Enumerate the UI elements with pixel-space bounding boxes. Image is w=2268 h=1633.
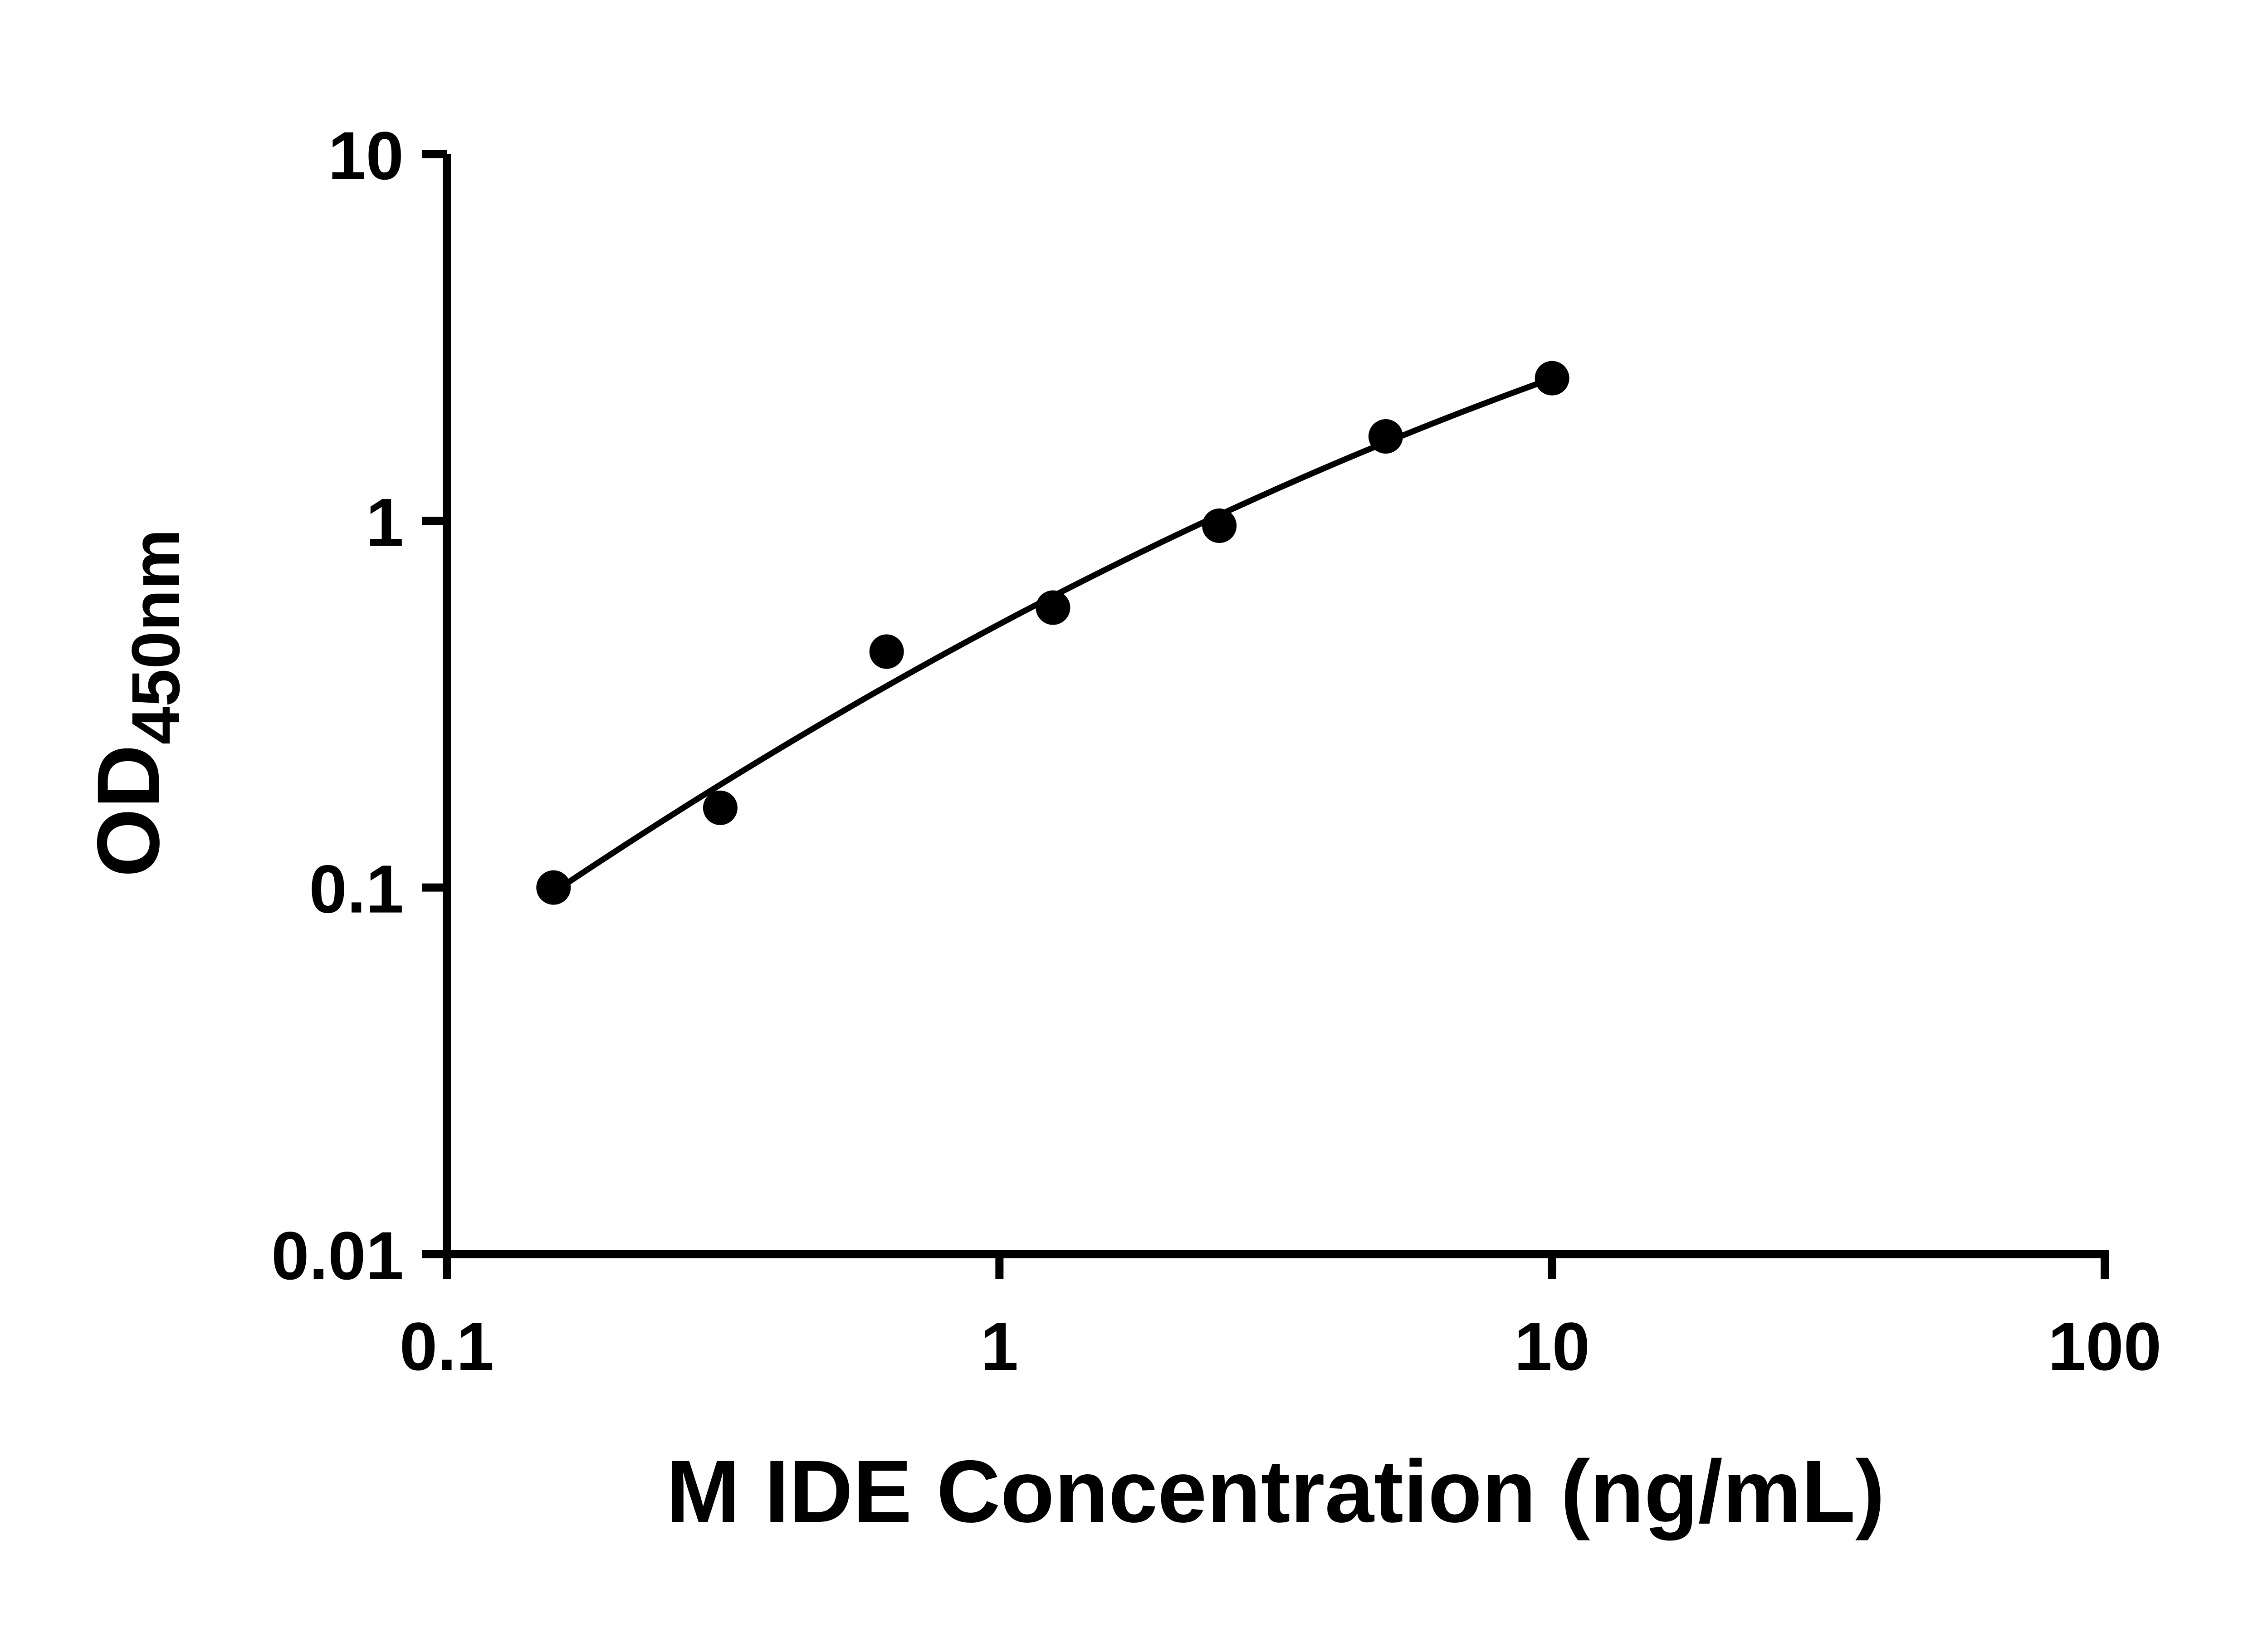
x-tick-label: 100 bbox=[2048, 1308, 2161, 1384]
y-axis-title-main: OD bbox=[79, 744, 178, 877]
y-axis-title-subscript: 450nm bbox=[117, 529, 194, 744]
data-point bbox=[1368, 419, 1403, 454]
y-tick-label: 10 bbox=[328, 117, 404, 194]
y-tick-label: 0.1 bbox=[309, 851, 404, 927]
x-axis-title: M IDE Concentration (ng/mL) bbox=[666, 1442, 1885, 1541]
fit-curve bbox=[550, 376, 1555, 895]
data-point bbox=[1036, 590, 1070, 625]
x-tick-label: 10 bbox=[1514, 1308, 1590, 1384]
data-point bbox=[869, 634, 904, 669]
y-tick-label: 1 bbox=[366, 484, 404, 560]
x-tick-label: 0.1 bbox=[400, 1308, 494, 1384]
data-point bbox=[703, 790, 738, 825]
y-axis-title: OD450nm bbox=[79, 529, 194, 877]
data-point bbox=[536, 870, 571, 905]
y-tick-label: 0.01 bbox=[271, 1217, 404, 1294]
data-point bbox=[1535, 361, 1569, 396]
x-tick-label: 1 bbox=[981, 1308, 1018, 1384]
plot-area: 0.1 1 10 100 0.01 0.1 1 10 bbox=[271, 117, 2161, 1384]
data-point bbox=[1202, 508, 1237, 543]
